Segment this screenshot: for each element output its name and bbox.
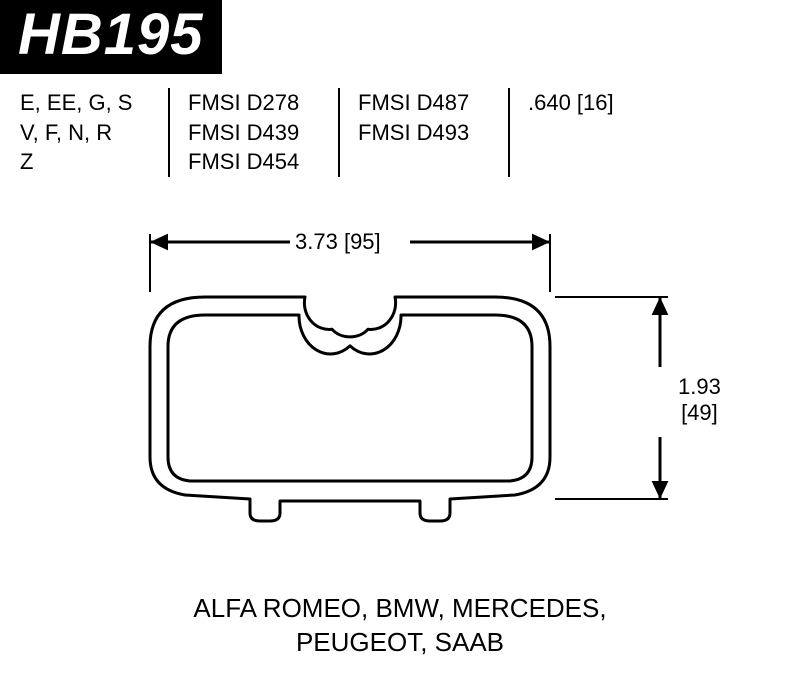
fmsi-code: FMSI D439	[188, 118, 320, 148]
applications-line: ALFA ROMEO, BMW, MERCEDES,	[20, 592, 780, 626]
thickness-column: .640 [16]	[510, 88, 640, 177]
info-row: E, EE, G, S V, F, N, R Z FMSI D278 FMSI …	[0, 74, 800, 187]
height-dimension-label: 1.93 [49]	[678, 374, 721, 427]
fmsi-code: FMSI D493	[358, 118, 490, 148]
compounds-line: Z	[20, 147, 150, 177]
width-mm: [95]	[344, 229, 381, 254]
part-number: HB195	[18, 2, 204, 67]
compounds-column: E, EE, G, S V, F, N, R Z	[20, 88, 170, 177]
header-banner: HB195	[0, 0, 222, 74]
fmsi-code: FMSI D278	[188, 88, 320, 118]
fmsi-column-b: FMSI D487 FMSI D493	[340, 88, 510, 177]
thickness-value: .640 [16]	[528, 88, 622, 118]
compounds-line: V, F, N, R	[20, 118, 150, 148]
compounds-line: E, EE, G, S	[20, 88, 150, 118]
width-inches: 3.73	[295, 229, 338, 254]
pad-diagram: 3.73 [95] 1.93 [49]	[0, 187, 800, 587]
applications-line: PEUGEOT, SAAB	[20, 626, 780, 660]
width-dimension-label: 3.73 [95]	[295, 229, 381, 255]
fmsi-column-a: FMSI D278 FMSI D439 FMSI D454	[170, 88, 340, 177]
height-inches: 1.93	[678, 374, 721, 400]
fmsi-code: FMSI D487	[358, 88, 490, 118]
applications-footer: ALFA ROMEO, BMW, MERCEDES, PEUGEOT, SAAB	[0, 587, 800, 670]
height-mm: [49]	[678, 400, 721, 426]
fmsi-code: FMSI D454	[188, 147, 320, 177]
